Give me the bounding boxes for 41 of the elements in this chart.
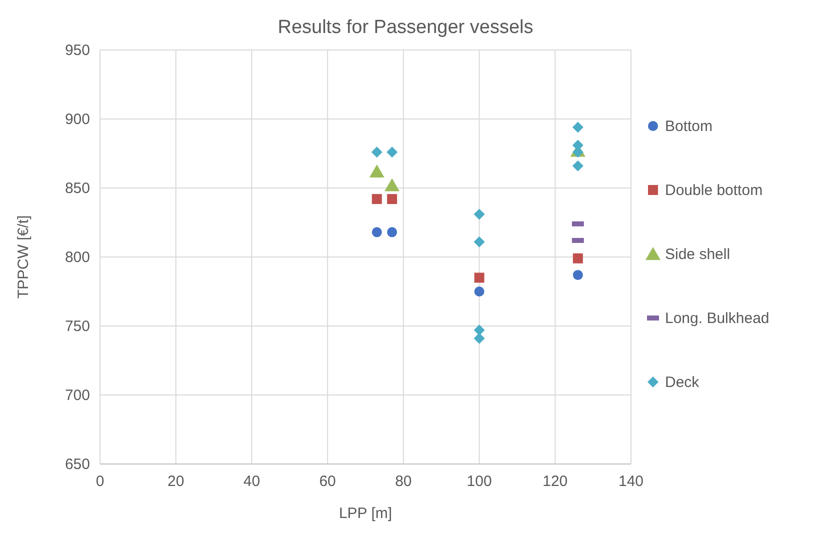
point: [372, 194, 382, 204]
point: [474, 236, 485, 248]
point: [572, 270, 583, 280]
y-tick-label: 900: [64, 111, 90, 128]
point: [384, 178, 400, 192]
point: [572, 160, 584, 172]
point: [369, 164, 384, 178]
legend-label: Bottom: [665, 118, 713, 135]
point: [386, 146, 398, 158]
point: [371, 146, 382, 158]
legend-label: Deck: [665, 374, 700, 391]
y-tick-label: 800: [64, 249, 90, 266]
x-tick-label: 60: [319, 473, 336, 490]
y-axis-title: TPPCW [€/t]: [15, 215, 32, 299]
x-tick-label: 80: [395, 473, 412, 490]
legend-label: Long. Bulkhead: [665, 310, 770, 327]
chart-title: Results for Passenger vessels: [278, 17, 534, 38]
point: [474, 332, 485, 344]
x-tick-label: 100: [466, 473, 492, 490]
y-tick-label: 950: [64, 42, 90, 59]
point: [474, 272, 484, 283]
x-tick-label: 120: [542, 473, 568, 490]
point: [572, 253, 583, 264]
y-tick-label: 650: [64, 456, 90, 473]
point: [572, 122, 584, 133]
x-tick-label: 140: [618, 473, 644, 490]
point: [372, 227, 382, 238]
point: [387, 194, 398, 204]
x-tick-label: 20: [168, 473, 184, 490]
point: [474, 208, 485, 220]
x-tick-label: 0: [96, 473, 104, 490]
point: [474, 286, 484, 296]
point: [387, 227, 398, 238]
y-tick-label: 700: [64, 387, 90, 404]
x-axis-title: LPP [m]: [338, 505, 392, 522]
legend-label: Side shell: [665, 246, 730, 263]
y-tick-label: 850: [64, 180, 90, 197]
y-tick-label: 750: [64, 318, 90, 335]
point: [474, 324, 485, 336]
legend-label: Double bottom: [665, 182, 763, 199]
x-tick-label: 40: [243, 473, 260, 490]
